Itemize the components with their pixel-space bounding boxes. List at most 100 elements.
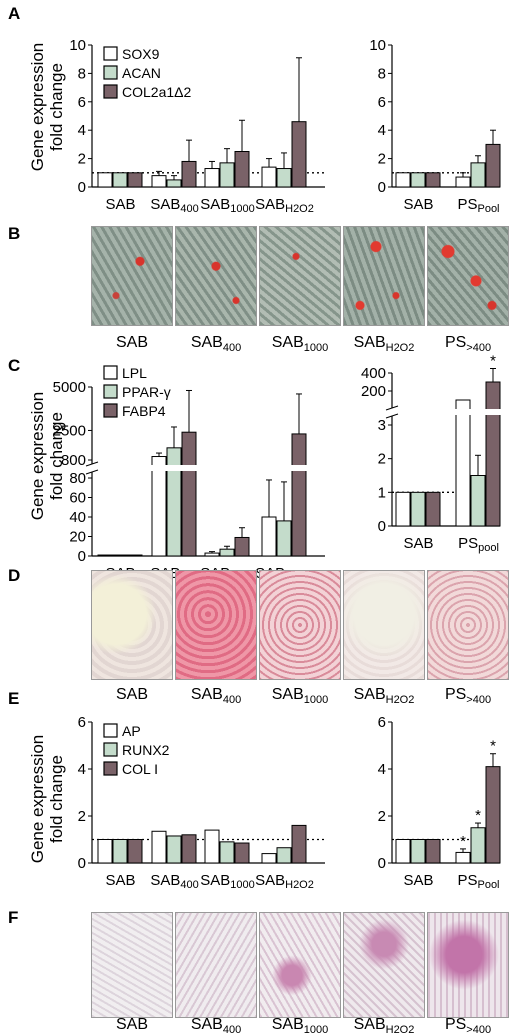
bar xyxy=(455,399,471,527)
bar xyxy=(276,168,292,188)
y-tick-label: 10 xyxy=(369,37,386,54)
legend-label: PPAR-γ xyxy=(122,384,171,400)
legend-label: RUNX2 xyxy=(122,742,170,758)
panel-label-c: C xyxy=(8,356,21,375)
x-tick-label-base: PS xyxy=(457,196,477,213)
legend-label: SOX9 xyxy=(122,46,160,62)
bar xyxy=(425,172,441,188)
bar-break-gap xyxy=(166,465,182,471)
y-tick-label: 40 xyxy=(69,509,86,526)
legend-swatch xyxy=(103,403,118,418)
bar xyxy=(261,516,277,557)
legend-swatch xyxy=(103,365,118,380)
y-tick-label: 0 xyxy=(378,518,386,535)
micrograph-d-4 xyxy=(343,570,425,680)
y-tick-label: 2 xyxy=(78,808,86,825)
caption-base: SAB xyxy=(353,686,386,703)
y-tick-label: 8 xyxy=(78,65,86,82)
legend-label: FABP4 xyxy=(122,403,166,419)
caption-base: SAB xyxy=(115,686,148,703)
bar xyxy=(181,834,197,864)
bar xyxy=(234,536,250,557)
y-tick-label: 400 xyxy=(361,365,386,382)
x-tick-label-subscript: H2O2 xyxy=(285,879,314,891)
significance-star: * xyxy=(460,833,466,850)
bar xyxy=(127,839,143,864)
bar xyxy=(97,554,113,557)
y-tick-label: 5000 xyxy=(53,379,86,396)
legend-label: ACAN xyxy=(122,65,161,81)
bar xyxy=(410,172,426,188)
bar xyxy=(166,179,182,188)
micrograph-b-3 xyxy=(259,226,341,326)
caption-subscript: 1000 xyxy=(303,1024,329,1036)
bar xyxy=(395,172,411,188)
caption-subscript: 1000 xyxy=(303,342,329,355)
x-tick-label: SAB400 xyxy=(150,196,198,215)
panel-label-d: D xyxy=(8,566,21,585)
y-tick-label: 80 xyxy=(69,470,86,487)
bar xyxy=(291,433,307,557)
y-tick-label: 0 xyxy=(78,855,86,872)
bar xyxy=(97,839,113,864)
caption-base: SAB xyxy=(353,334,386,351)
x-tick-label: SAB xyxy=(403,535,433,552)
micrograph-d-2 xyxy=(175,570,257,680)
y-tick-label: 800 xyxy=(61,452,86,469)
y-tick-label: 4 xyxy=(378,761,386,778)
x-tick-label-base: SAB xyxy=(403,535,433,552)
micrograph-b-4 xyxy=(343,226,425,326)
bar xyxy=(127,172,143,188)
x-tick-label-subscript: 400 xyxy=(180,879,198,891)
bar xyxy=(455,851,471,864)
bar xyxy=(410,839,426,864)
x-tick-label-base: SAB xyxy=(105,872,135,889)
caption-subscript: 400 xyxy=(222,342,242,355)
x-tick-label-base: SAB xyxy=(200,196,230,213)
bar xyxy=(112,172,128,188)
bar xyxy=(127,554,143,557)
bar xyxy=(291,121,307,188)
micrograph-d-3 xyxy=(259,570,341,680)
micrograph-caption: PS>400 xyxy=(427,686,509,706)
caption-base: SAB xyxy=(271,1016,304,1033)
bar xyxy=(425,491,441,527)
y-tick-label: 8 xyxy=(378,65,386,82)
bar xyxy=(455,176,471,188)
caption-base: SAB xyxy=(190,686,223,703)
legend-swatch xyxy=(103,65,118,80)
bar xyxy=(112,554,128,557)
x-tick-label-base: SAB xyxy=(255,872,285,889)
micrograph-d-5 xyxy=(427,570,509,680)
panel-label-b: B xyxy=(8,224,21,243)
panel-label-f: F xyxy=(8,908,19,927)
micrograph-f-3 xyxy=(259,912,341,1018)
legend-swatch xyxy=(103,761,118,776)
caption-base: SAB xyxy=(190,1016,223,1033)
legend-swatch xyxy=(103,84,118,99)
y-tick-label: 2 xyxy=(378,808,386,825)
x-tick-label: SAB xyxy=(403,872,433,889)
y-tick-label: 0 xyxy=(378,179,386,196)
x-tick-label: SAB400 xyxy=(150,872,198,891)
y-tick-label: 0 xyxy=(78,548,86,565)
caption-base: PS xyxy=(444,334,467,351)
axis-break-mark xyxy=(385,405,399,411)
caption-subscript: 400 xyxy=(222,694,242,707)
x-tick-label-subscript: Pool xyxy=(477,203,499,215)
bar-break-gap xyxy=(485,409,501,415)
bar xyxy=(166,835,182,864)
legend-label: LPL xyxy=(122,365,147,381)
bar xyxy=(485,766,501,864)
y-tick-label: 3 xyxy=(378,417,386,434)
x-tick-label-subscript: 1000 xyxy=(230,203,254,215)
micrograph-d-1 xyxy=(91,570,173,680)
x-tick-label: PSPool xyxy=(457,872,499,891)
micrograph-caption: PS>400 xyxy=(427,334,509,354)
bar xyxy=(291,824,307,864)
caption-subscript: H2O2 xyxy=(385,342,415,355)
bar xyxy=(219,162,235,188)
bar xyxy=(234,151,250,188)
bar xyxy=(219,841,235,864)
bar xyxy=(276,520,292,557)
